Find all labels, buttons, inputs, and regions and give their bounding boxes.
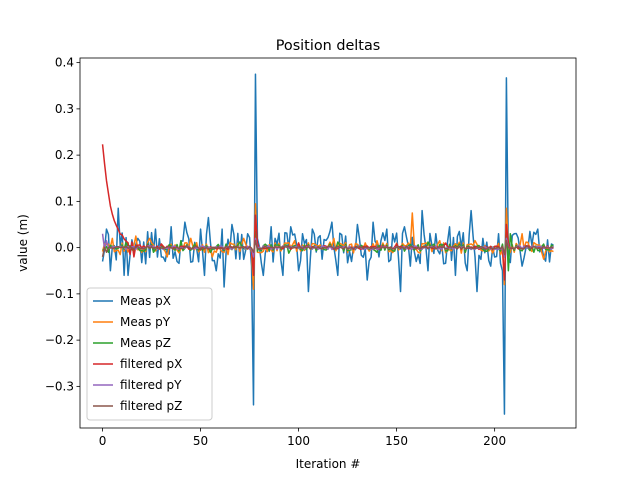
legend-label: filtered pY	[120, 378, 182, 392]
x-tick-label: 200	[483, 434, 506, 448]
legend-box	[86, 287, 213, 421]
x-axis-ticks: 0 50 100 150 200	[99, 428, 506, 448]
series-line	[101, 239, 554, 258]
plot-frame	[79, 57, 577, 429]
y-tick-label: 0.1	[55, 194, 74, 208]
y-tick-label: 0.4	[55, 56, 74, 70]
y-tick-label: 0.3	[55, 102, 74, 116]
chart-title: Position deltas	[276, 38, 381, 54]
legend-label: Meas pY	[120, 315, 171, 329]
x-axis-label: Iteration #	[296, 457, 361, 471]
x-tick-label: 150	[385, 434, 408, 448]
y-tick-label: −0.1	[45, 287, 74, 301]
y-tick-label: −0.2	[45, 333, 74, 347]
legend-label: filtered pZ	[120, 399, 182, 413]
y-axis-ticks: −0.3 −0.2 −0.1 0.0 0.1 0.2 0.3 0.4	[45, 56, 80, 393]
legend: Meas pX Meas pY Meas pZ filtered pX filtered…	[86, 287, 213, 421]
x-tick-label: 50	[193, 434, 208, 448]
series-lines	[101, 73, 555, 415]
y-tick-label: −0.3	[45, 379, 74, 393]
legend-label: Meas pX	[120, 294, 171, 308]
legend-label: Meas pZ	[120, 336, 171, 350]
series-line	[101, 73, 554, 415]
y-tick-label: 0.2	[55, 148, 74, 162]
x-tick-label: 100	[287, 434, 310, 448]
legend-label: filtered pX	[120, 357, 182, 371]
y-tick-label: 0.0	[55, 241, 74, 255]
y-axis-label: value (m)	[16, 214, 30, 272]
x-tick-label: 0	[99, 434, 107, 448]
